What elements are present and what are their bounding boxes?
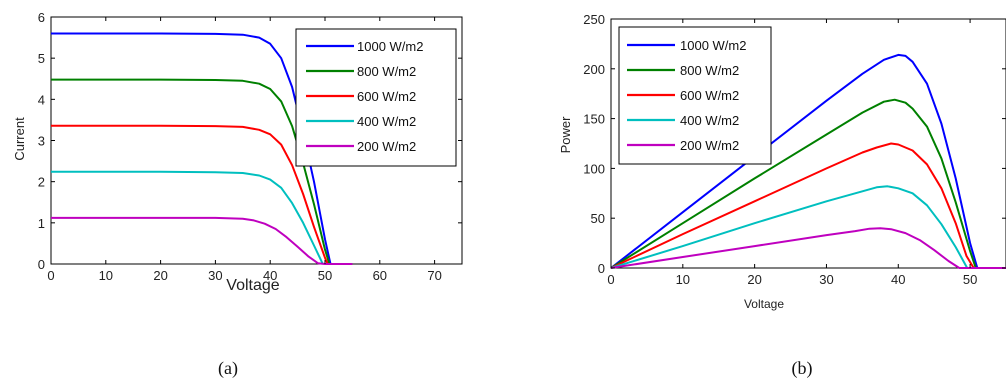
y-tick-label: 0 (38, 257, 45, 272)
series-line-200-w-m2 (610, 227, 1006, 269)
caption-b: (b) (792, 358, 813, 379)
chart-b: 0 10 20 30 40 50 0 50 100 150 200 250 Voltage Powe… (558, 12, 1006, 379)
y-axis-label-a: Current (12, 117, 27, 161)
y-tick-label: 4 (38, 92, 45, 107)
series-line-600-w-m2 (610, 142, 975, 269)
x-tick-label: 30 (819, 272, 833, 287)
legend-box-a (295, 28, 457, 167)
series-line-1000-w-m2 (51, 32, 332, 265)
legend-label: 400 W/m2 (357, 114, 416, 129)
series-line-1000-w-m2 (610, 53, 1006, 269)
x-tick-label: 40 (263, 268, 277, 283)
y-tick-label: 2 (38, 175, 45, 190)
y-tick-label: 250 (583, 12, 605, 27)
caption-a: (a) (218, 358, 238, 379)
x-tick-label: 0 (47, 268, 54, 283)
legend-label: 600 W/m2 (357, 89, 416, 104)
y-tick-label: 3 (38, 134, 45, 149)
x-tick-label: 10 (99, 268, 113, 283)
series-line-200-w-m2 (51, 216, 353, 265)
x-tick-label: 60 (373, 268, 387, 283)
y-tick-label: 200 (583, 62, 605, 77)
y-tick-label: 50 (591, 211, 605, 226)
y-tick-label: 0 (598, 261, 605, 276)
y-tick-label: 6 (38, 10, 45, 25)
x-tick-label: 20 (747, 272, 761, 287)
x-tick-label: 20 (153, 268, 167, 283)
legend-label: 1000 W/m2 (357, 39, 423, 54)
x-tick-label: 30 (208, 268, 222, 283)
y-axis-label-b: Power (558, 116, 573, 154)
legend-label: 600 W/m2 (680, 88, 739, 103)
x-tick-label: 10 (676, 272, 690, 287)
series-line-400-w-m2 (51, 170, 324, 265)
x-axis-label-b: Voltage (744, 297, 784, 311)
x-tick-label: 50 (318, 268, 332, 283)
series-line-800-w-m2 (610, 98, 977, 269)
x-tick-label: 50 (963, 272, 977, 287)
series-line-600-w-m2 (51, 124, 329, 265)
legend-label: 200 W/m2 (357, 139, 416, 154)
legend-label: 200 W/m2 (680, 138, 739, 153)
x-axis-label-a: Voltage (226, 277, 279, 294)
x-tick-label: 0 (607, 272, 614, 287)
legend-label: 800 W/m2 (680, 63, 739, 78)
series-line-800-w-m2 (51, 78, 331, 265)
y-tick-label: 1 (38, 216, 45, 231)
legend-label: 400 W/m2 (680, 113, 739, 128)
series-line-400-w-m2 (610, 185, 969, 269)
legend-label: 1000 W/m2 (680, 38, 746, 53)
y-tick-label: 150 (583, 112, 605, 127)
legend-label: 800 W/m2 (357, 64, 416, 79)
y-tick-label: 5 (38, 51, 45, 66)
x-tick-label: 70 (427, 268, 441, 283)
y-tick-label: 100 (583, 161, 605, 176)
x-tick-label: 40 (891, 272, 905, 287)
